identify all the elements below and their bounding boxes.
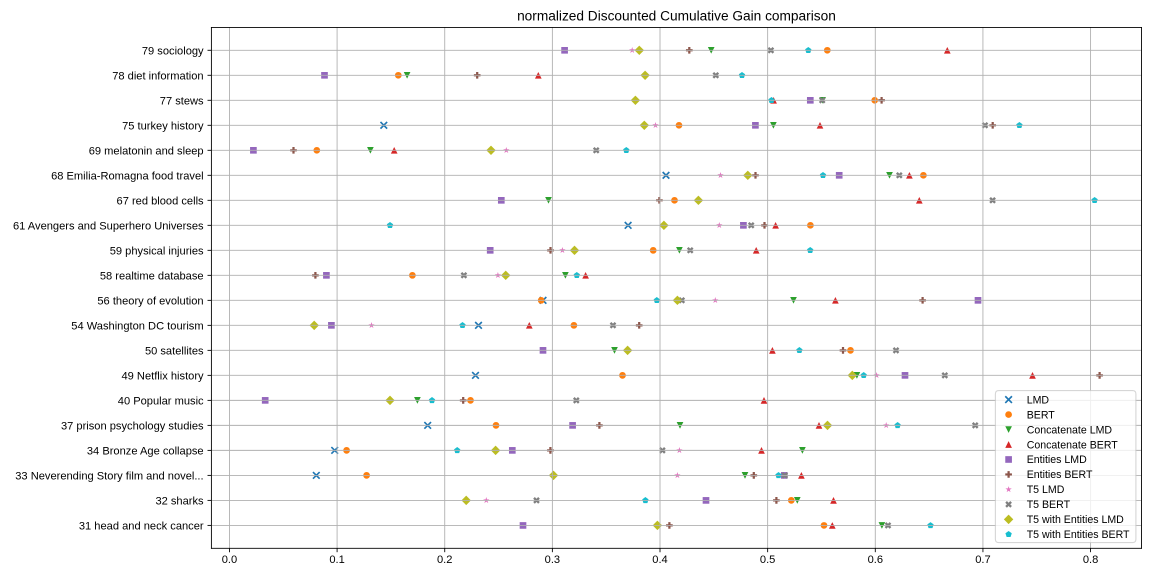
svg-text:0.7: 0.7 — [975, 554, 990, 566]
svg-text:T5 with Entities LMD: T5 with Entities LMD — [1027, 514, 1124, 526]
svg-text:T5 LMD: T5 LMD — [1027, 484, 1065, 496]
svg-text:75 turkey history: 75 turkey history — [122, 121, 204, 133]
svg-text:61 Avengers and Superhero Univ: 61 Avengers and Superhero Universes — [13, 221, 204, 233]
svg-text:58 realtime database: 58 realtime database — [100, 271, 204, 283]
svg-text:67 red blood cells: 67 red blood cells — [117, 196, 205, 208]
svg-text:0.6: 0.6 — [868, 554, 883, 566]
svg-text:49 Netflix history: 49 Netflix history — [121, 371, 204, 383]
svg-text:T5 BERT: T5 BERT — [1027, 499, 1071, 511]
svg-text:0.2: 0.2 — [437, 554, 452, 566]
svg-text:0.0: 0.0 — [222, 554, 237, 566]
svg-text:T5 with Entities BERT: T5 with Entities BERT — [1027, 529, 1130, 541]
svg-text:33 Neverending Story film and: 33 Neverending Story film and novel... — [15, 471, 203, 483]
svg-text:54 Washington DC tourism: 54 Washington DC tourism — [71, 321, 203, 333]
svg-text:77 stews: 77 stews — [160, 96, 204, 108]
svg-text:0.3: 0.3 — [545, 554, 560, 566]
svg-text:Concatenate BERT: Concatenate BERT — [1027, 439, 1119, 451]
svg-text:normalized Discounted Cumulati: normalized Discounted Cumulative Gain co… — [517, 9, 836, 24]
svg-text:BERT: BERT — [1027, 409, 1056, 421]
svg-text:Entities LMD: Entities LMD — [1027, 454, 1087, 466]
svg-text:79 sociology: 79 sociology — [142, 46, 204, 58]
svg-text:78 diet information: 78 diet information — [112, 71, 203, 83]
svg-text:0.4: 0.4 — [652, 554, 667, 566]
svg-text:34 Bronze Age collapse: 34 Bronze Age collapse — [87, 446, 204, 458]
svg-text:40 Popular music: 40 Popular music — [118, 396, 204, 408]
svg-text:31 head and neck cancer: 31 head and neck cancer — [79, 521, 204, 533]
svg-text:56 theory of evolution: 56 theory of evolution — [97, 296, 203, 308]
svg-text:59 physical injuries: 59 physical injuries — [110, 246, 204, 258]
svg-text:68 Emilia-Romagna food travel: 68 Emilia-Romagna food travel — [51, 171, 204, 183]
svg-text:32 sharks: 32 sharks — [155, 496, 204, 508]
svg-text:0.1: 0.1 — [329, 554, 344, 566]
svg-text:LMD: LMD — [1027, 394, 1050, 406]
svg-text:Entities BERT: Entities BERT — [1027, 469, 1093, 481]
svg-text:37 prison psychology studies: 37 prison psychology studies — [61, 421, 204, 433]
svg-text:0.8: 0.8 — [1083, 554, 1098, 566]
svg-text:0.5: 0.5 — [760, 554, 775, 566]
svg-text:Concatenate LMD: Concatenate LMD — [1027, 424, 1113, 436]
svg-text:50 satellites: 50 satellites — [145, 346, 204, 358]
svg-text:69 melatonin and sleep: 69 melatonin and sleep — [89, 146, 204, 158]
